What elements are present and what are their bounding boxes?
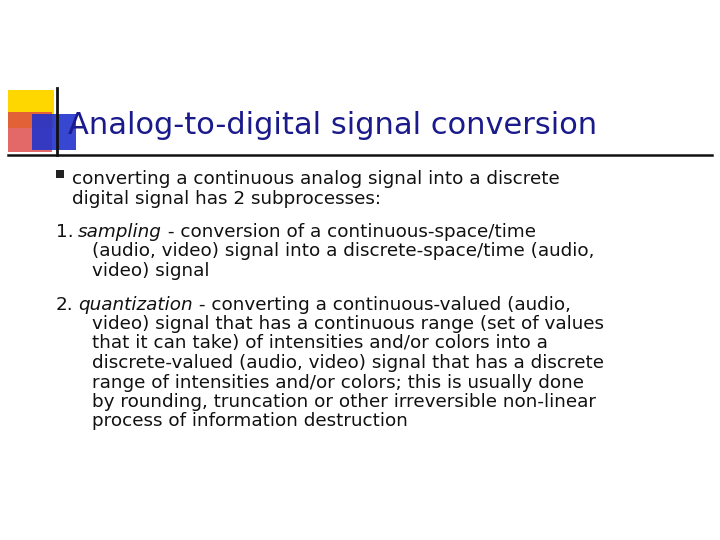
- Bar: [8, 90, 54, 128]
- Text: 1.: 1.: [56, 223, 73, 241]
- Text: (audio, video) signal into a discrete-space/time (audio,: (audio, video) signal into a discrete-sp…: [92, 242, 595, 260]
- Text: 2.: 2.: [56, 295, 73, 314]
- Text: sampling: sampling: [78, 223, 162, 241]
- Text: video) signal: video) signal: [92, 262, 210, 280]
- Text: - converting a continuous-valued (audio,: - converting a continuous-valued (audio,: [193, 295, 570, 314]
- Bar: [8, 112, 52, 152]
- Text: video) signal that has a continuous range (set of values: video) signal that has a continuous rang…: [92, 315, 604, 333]
- Bar: [32, 114, 76, 150]
- Text: by rounding, truncation or other irreversible non-linear: by rounding, truncation or other irrever…: [92, 393, 596, 411]
- Text: Analog-to-digital signal conversion: Analog-to-digital signal conversion: [68, 111, 597, 140]
- Text: range of intensities and/or colors; this is usually done: range of intensities and/or colors; this…: [92, 374, 584, 391]
- Text: - conversion of a continuous-space/time: - conversion of a continuous-space/time: [162, 223, 536, 241]
- Text: converting a continuous analog signal into a discrete: converting a continuous analog signal in…: [72, 170, 559, 188]
- Text: digital signal has 2 subprocesses:: digital signal has 2 subprocesses:: [72, 190, 381, 207]
- Text: discrete-valued (audio, video) signal that has a discrete: discrete-valued (audio, video) signal th…: [92, 354, 604, 372]
- Text: quantization: quantization: [78, 295, 193, 314]
- Text: that it can take) of intensities and/or colors into a: that it can take) of intensities and/or …: [92, 334, 548, 353]
- Bar: [56, 170, 64, 178]
- Text: process of information destruction: process of information destruction: [92, 413, 408, 430]
